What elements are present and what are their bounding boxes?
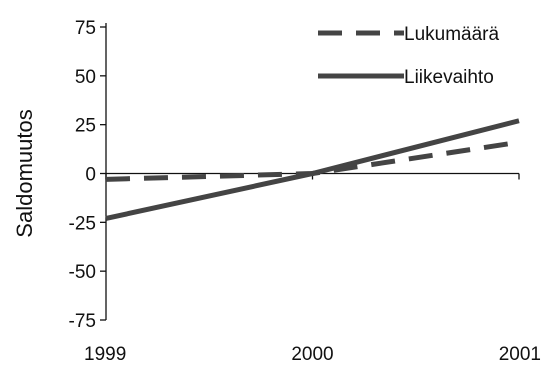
- x-tick-label: 2001: [499, 344, 541, 365]
- y-tick-label: -25: [69, 213, 96, 234]
- x-axis-ticks: 1999 2000 2001: [84, 173, 541, 365]
- legend: Lukumäärä Liikevaihto: [318, 24, 499, 88]
- series-line-2: [105, 118, 520, 221]
- y-axis-ticks: 75 50 25 0 -25 -50 -75: [69, 18, 106, 332]
- y-tick-label: 25: [75, 116, 96, 137]
- x-tick-label: 1999: [84, 344, 126, 365]
- series-lines: [105, 118, 520, 221]
- legend-label-2: Liikevaihto: [404, 67, 494, 88]
- y-tick-label: -50: [69, 262, 96, 283]
- y-tick-label: 50: [75, 67, 96, 88]
- y-tick-label: 75: [75, 18, 96, 39]
- y-tick-label: -75: [69, 311, 96, 332]
- legend-label-1: Lukumäärä: [404, 24, 499, 45]
- y-axis-title: Saldomuutos: [12, 109, 37, 237]
- y-tick-label: 0: [85, 165, 96, 186]
- x-tick-label: 2000: [291, 344, 333, 365]
